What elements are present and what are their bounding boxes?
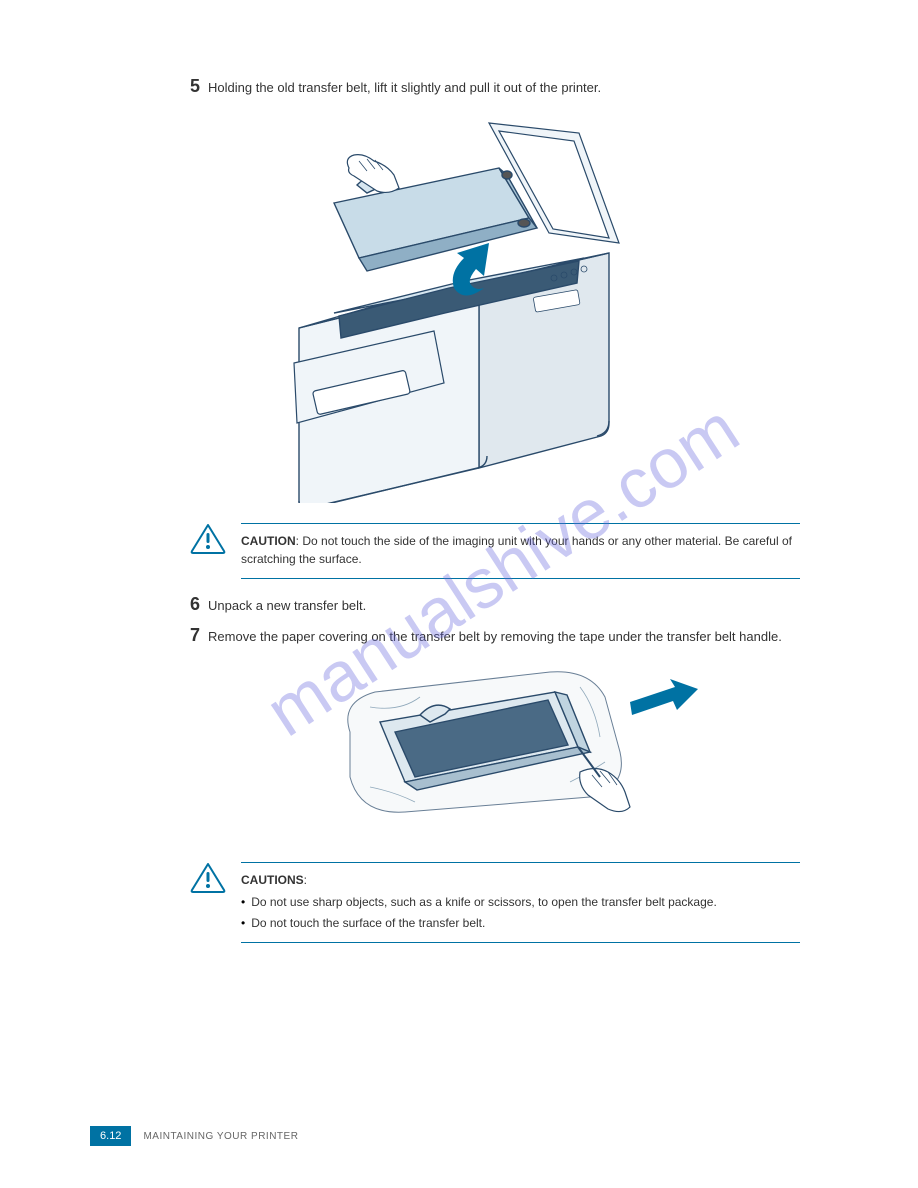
- printer-remove-belt-illustration: [239, 113, 679, 503]
- caution-1-label: CAUTION: [241, 534, 296, 548]
- step-6-block: 6 Unpack a new transfer belt.: [190, 594, 788, 616]
- caution-2-label: CAUTIONS: [241, 873, 304, 887]
- step-5-line: 5 Holding the old transfer belt, lift it…: [190, 76, 788, 98]
- caution-1: CAUTION: Do not touch the side of the im…: [190, 523, 800, 579]
- page-number: 6.12: [90, 1126, 131, 1146]
- step-5-number: 5: [190, 76, 200, 97]
- warning-icon: [190, 523, 226, 560]
- step-5-text: Holding the old transfer belt, lift it s…: [208, 78, 788, 98]
- caution-1-text: : Do not touch the side of the imaging u…: [241, 534, 792, 566]
- step-7-text: Remove the paper covering on the transfe…: [208, 627, 788, 647]
- page-footer: 6.12 MAINTAINING YOUR PRINTER: [90, 1126, 298, 1146]
- step-7-block: 7 Remove the paper covering on the trans…: [190, 625, 788, 647]
- step-7-line: 7 Remove the paper covering on the trans…: [190, 625, 788, 647]
- step-6-text: Unpack a new transfer belt.: [208, 596, 788, 616]
- figure-printer-transfer-belt: [239, 113, 679, 503]
- warning-icon: [190, 862, 226, 899]
- page-number-major: 6.: [100, 1130, 109, 1142]
- page-number-minor: 12: [109, 1130, 121, 1142]
- step-6-number: 6: [190, 594, 200, 615]
- figure-unwrap-transfer-belt: [320, 657, 700, 837]
- caution-2: CAUTIONS: • Do not use sharp objects, su…: [190, 862, 800, 943]
- caution-2-item-2: Do not touch the surface of the transfer…: [251, 914, 485, 932]
- caution-1-content: CAUTION: Do not touch the side of the im…: [241, 523, 800, 579]
- page-container: 5 Holding the old transfer belt, lift it…: [0, 0, 918, 1188]
- step-5-block: 5 Holding the old transfer belt, lift it…: [190, 76, 788, 98]
- step-6-line: 6 Unpack a new transfer belt.: [190, 594, 788, 616]
- caution-2-content: CAUTIONS: • Do not use sharp objects, su…: [241, 862, 800, 943]
- step-7-number: 7: [190, 625, 200, 646]
- footer-text: MAINTAINING YOUR PRINTER: [143, 1131, 298, 1142]
- unwrap-belt-illustration: [320, 657, 700, 837]
- caution-2-item-1: Do not use sharp objects, such as a knif…: [251, 893, 717, 911]
